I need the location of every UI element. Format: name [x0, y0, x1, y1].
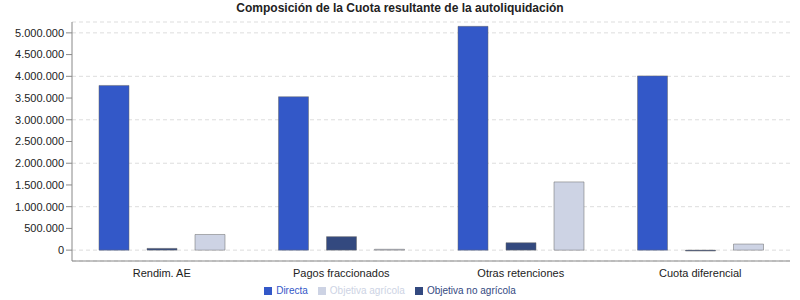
svg-text:4.000.000: 4.000.000	[15, 70, 64, 82]
svg-text:2.000.000: 2.000.000	[15, 157, 64, 169]
svg-text:1.000.000: 1.000.000	[15, 201, 64, 213]
svg-text:Otras retenciones: Otras retenciones	[477, 267, 564, 279]
svg-text:5.000.000: 5.000.000	[15, 27, 64, 39]
svg-text:3.500.000: 3.500.000	[15, 92, 64, 104]
html-text:Objetiva no agrícola: Objetiva no agrícola	[426, 285, 516, 296]
svg-text:2.500.000: 2.500.000	[15, 135, 64, 147]
svg-text:Cuota diferencial: Cuota diferencial	[659, 267, 742, 279]
svg-text:1.500.000: 1.500.000	[15, 179, 64, 191]
svg-text:4.500.000: 4.500.000	[15, 48, 64, 60]
html-text:Composición de la Cuota result: Composición de la Cuota resultante de la…	[236, 1, 564, 15]
svg-text:Pagos fraccionados: Pagos fraccionados	[293, 267, 390, 279]
html-text:Objetiva agrícola: Objetiva agrícola	[329, 285, 405, 296]
svg-text:500.000: 500.000	[24, 222, 64, 234]
svg-text:3.000.000: 3.000.000	[15, 114, 64, 126]
html-text:Directa: Directa	[276, 285, 308, 296]
svg-text:0: 0	[58, 244, 64, 256]
svg-text:Rendim. AE: Rendim. AE	[133, 267, 191, 279]
